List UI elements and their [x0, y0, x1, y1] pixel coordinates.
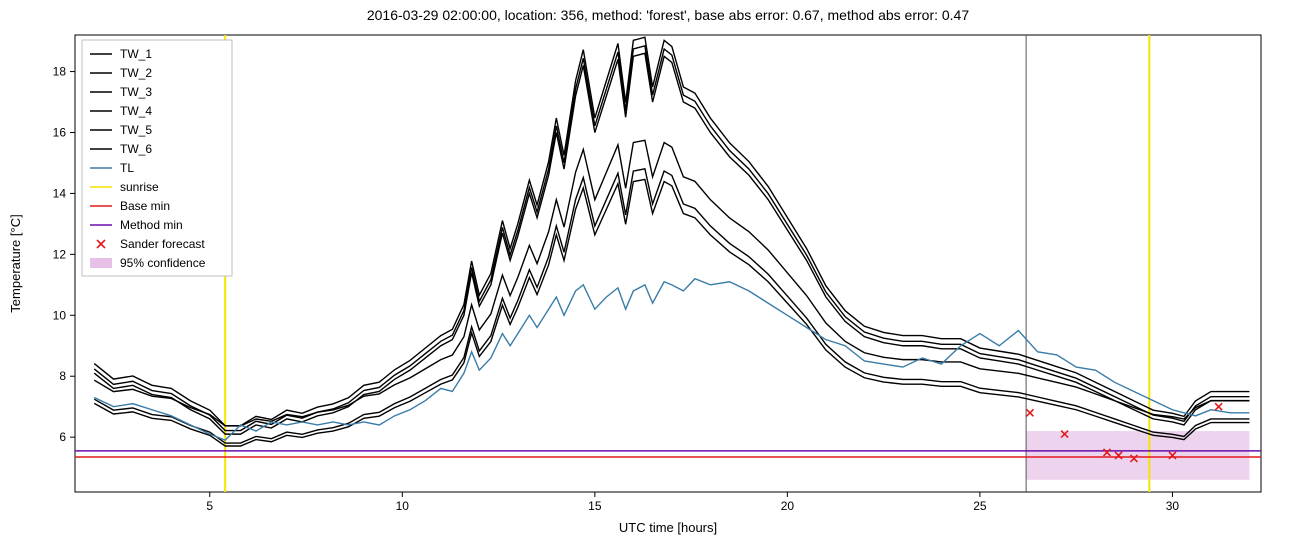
legend-label: TW_4 [120, 104, 152, 118]
legend-label: sunrise [120, 180, 159, 194]
legend-label: TW_2 [120, 66, 152, 80]
sander-point-0 [1026, 409, 1033, 416]
ytick-label: 8 [59, 369, 66, 383]
legend-label: Method min [120, 218, 183, 232]
ytick-label: 12 [53, 247, 67, 261]
ytick-label: 14 [53, 186, 67, 200]
series-TW_1 [94, 53, 1249, 434]
ytick-label: 10 [53, 308, 67, 322]
ytick-label: 18 [53, 65, 67, 79]
xtick-label: 10 [396, 499, 410, 513]
legend-label: 95% confidence [120, 256, 206, 270]
sander-point-6 [1215, 403, 1222, 410]
xtick-label: 5 [206, 499, 213, 513]
legend-label: Sander forecast [120, 237, 205, 251]
xtick-label: 25 [973, 499, 987, 513]
legend-swatch [90, 258, 112, 268]
legend-label: TW_6 [120, 142, 152, 156]
temperature-chart: 5 10 15 20 25 30 6 8 10 12 14 16 18 UTC time [hours] T… [0, 0, 1311, 547]
xtick-label: 30 [1166, 499, 1180, 513]
xtick-label: 20 [781, 499, 795, 513]
legend-label: TW_1 [120, 47, 152, 61]
chart-container: 5 10 15 20 25 30 6 8 10 12 14 16 18 UTC time [hours] T… [0, 0, 1311, 547]
chart-title: 2016-03-29 02:00:00, location: 356, meth… [367, 7, 969, 23]
y-axis-label: Temperature [°C] [8, 214, 23, 312]
xtick-label: 15 [588, 499, 602, 513]
legend-label: TW_3 [120, 85, 152, 99]
legend-label: TL [120, 161, 134, 175]
series-TW_4 [94, 169, 1249, 443]
legend-label: TW_5 [120, 123, 152, 137]
x-axis-label: UTC time [hours] [619, 520, 717, 535]
ytick-label: 16 [53, 125, 67, 139]
ytick-label: 6 [59, 430, 66, 444]
legend-label: Base min [120, 199, 170, 213]
series-TL [94, 279, 1249, 440]
